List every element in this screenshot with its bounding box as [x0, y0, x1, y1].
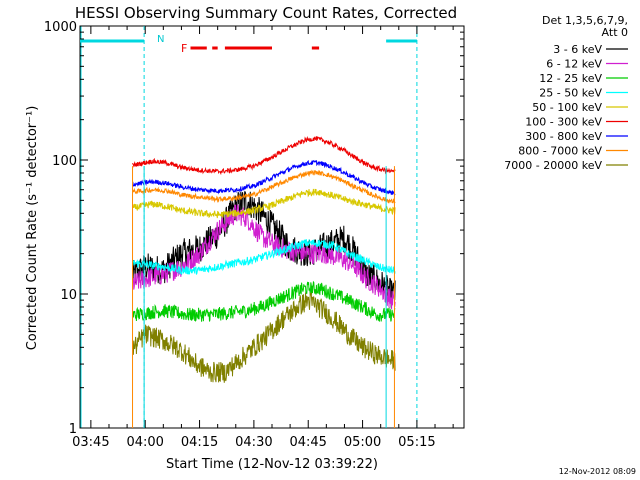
night-markers	[80, 26, 418, 428]
legend: Det 1,3,5,6,7,9,Att 03 - 6 keV 6 - 12 keV…	[504, 14, 628, 172]
series-line-50-100keV	[132, 188, 396, 219]
series-line-25-50keV	[132, 239, 396, 276]
x-tick-label: 05:00	[344, 435, 381, 450]
footer-timestamp: 12-Nov-2012 08:09	[559, 467, 636, 476]
legend-entry-label: 12 - 25 keV	[539, 72, 602, 85]
legend-header: Det 1,3,5,6,7,9,	[542, 14, 628, 27]
y-axis-label: Corrected Count Rate (s⁻¹ detector⁻¹)	[25, 106, 40, 351]
y-tick-label: 100	[52, 154, 77, 169]
x-tick-label: 04:00	[126, 435, 163, 450]
legend-entry-label: 800 - 7000 keV	[518, 145, 602, 158]
x-tick-label: 04:45	[289, 435, 326, 450]
series-line-300-800keV	[132, 159, 396, 196]
axes: 03:45 04:00 04:15 04:30 04:45 05:00 05:15 1 10 10…	[44, 20, 464, 450]
legend-entry-label: 6 - 12 keV	[546, 58, 602, 71]
legend-entry-label: 50 - 100 keV	[532, 101, 602, 114]
plot-frame	[79, 25, 465, 429]
y-tick-label: 1	[69, 422, 77, 437]
legend-entry-label: 3 - 6 keV	[553, 43, 602, 56]
series-line-800-7000keV	[132, 169, 396, 204]
series-group	[132, 136, 396, 428]
legend-entry-label: 100 - 300 keV	[525, 116, 602, 129]
flare-marker-label: F	[181, 42, 187, 55]
series-line-6-12keV	[132, 204, 396, 310]
x-tick-label: 04:15	[181, 435, 218, 450]
x-tick-label: 04:30	[235, 435, 272, 450]
legend-header: Att 0	[602, 26, 628, 39]
x-tick-label: 03:45	[72, 435, 109, 450]
y-tick-label: 1000	[44, 20, 77, 35]
x-tick-label: 05:15	[398, 435, 435, 450]
legend-entry-label: 7000 - 20000 keV	[504, 159, 602, 172]
chart-title: HESSI Observing Summary Count Rates, Cor…	[75, 4, 457, 22]
series-line-12-25keV	[132, 280, 396, 323]
x-axis-label: Start Time (12-Nov-12 03:39:22)	[166, 457, 378, 472]
y-tick-label: 10	[60, 288, 77, 303]
series-line-100-300keV	[132, 136, 396, 176]
series-line-7000-20000keV	[132, 292, 396, 383]
night-marker-label: N	[157, 34, 164, 45]
legend-entry-label: 300 - 800 keV	[525, 130, 602, 143]
legend-entry-label: 25 - 50 keV	[539, 87, 602, 100]
